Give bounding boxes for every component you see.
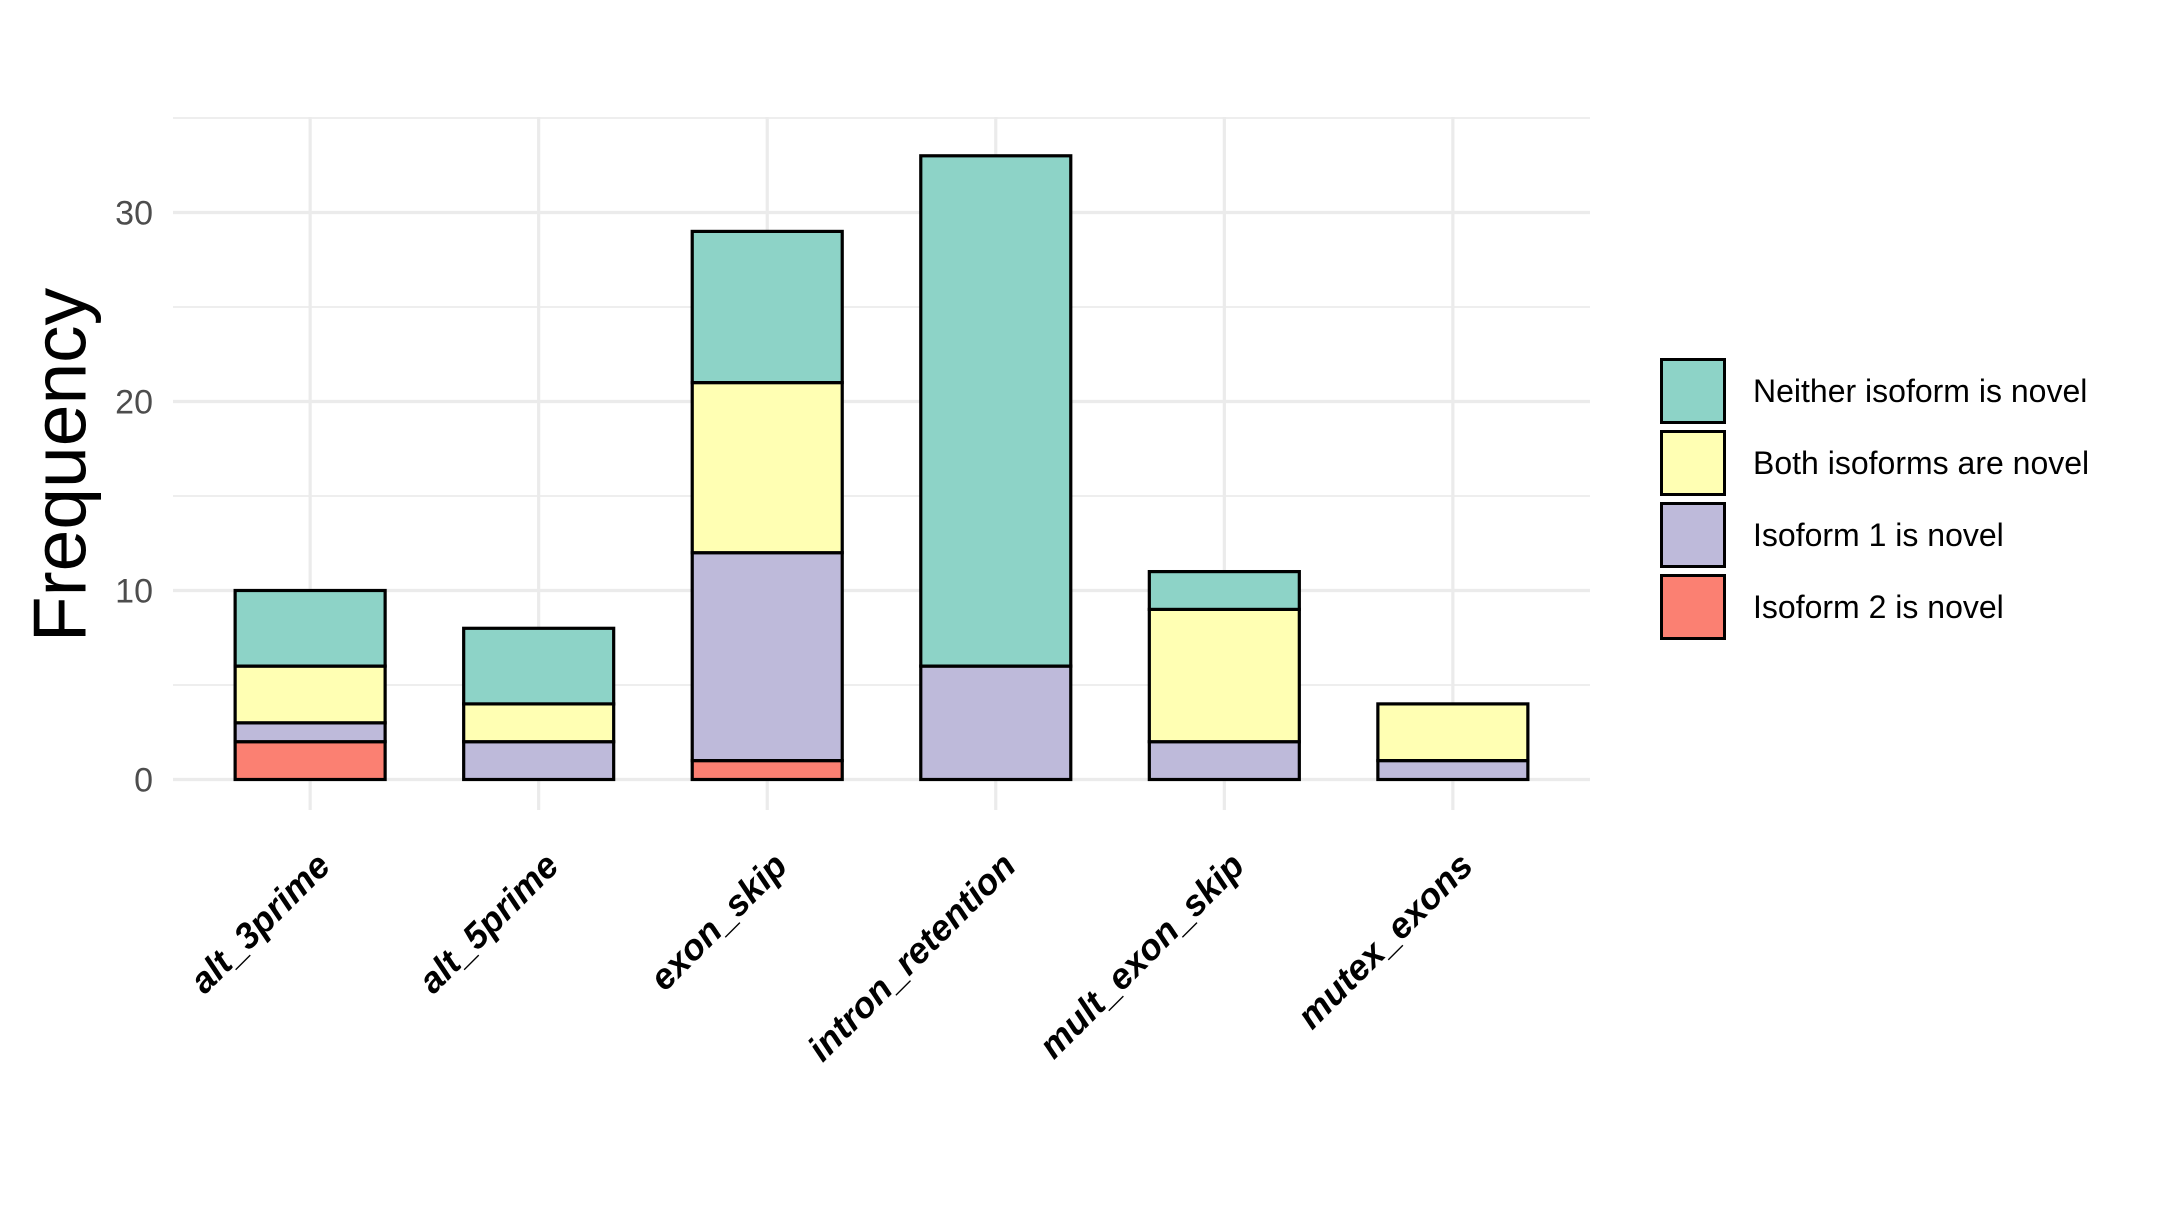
bar-segment-intron_retention bbox=[919, 154, 1073, 668]
x-tick-label: mult_exon_skip bbox=[1031, 845, 1252, 1066]
legend-swatch-neither bbox=[1660, 358, 1726, 424]
bar-segment-exon_skip bbox=[690, 758, 844, 782]
legend-item: Isoform 2 is novel bbox=[1660, 574, 2089, 640]
legend-label: Both isoforms are novel bbox=[1753, 444, 2090, 481]
y-tick-label: 30 bbox=[115, 195, 153, 233]
legend: Neither isoform is novel Both isoforms a… bbox=[1660, 358, 2089, 646]
legend-label: Isoform 1 is novel bbox=[1753, 516, 2004, 553]
x-tick-label: mutex_exons bbox=[1289, 845, 1481, 1037]
y-tick-label: 20 bbox=[115, 384, 153, 422]
bar-segment-alt_3prime bbox=[233, 721, 387, 744]
bar-segment-exon_skip bbox=[690, 381, 844, 555]
bar-segment-alt_3prime bbox=[233, 740, 387, 782]
x-tick-label: alt_3prime bbox=[181, 845, 337, 1001]
x-tick-label: exon_skip bbox=[641, 845, 795, 999]
bar-segment-mutex_exons bbox=[1376, 702, 1530, 763]
legend-label: Neither isoform is novel bbox=[1753, 372, 2088, 409]
bar-segment-mult_exon_skip bbox=[1147, 740, 1301, 782]
bar-segment-alt_5prime bbox=[462, 740, 616, 782]
bar-segment-alt_3prime bbox=[233, 588, 387, 668]
legend-item: Both isoforms are novel bbox=[1660, 430, 2089, 496]
bar-segment-mult_exon_skip bbox=[1147, 607, 1301, 744]
legend-label: Isoform 2 is novel bbox=[1753, 588, 2004, 625]
legend-item: Neither isoform is novel bbox=[1660, 358, 2089, 424]
bar-segment-alt_3prime bbox=[233, 664, 387, 725]
x-tick-label: alt_5prime bbox=[410, 845, 566, 1001]
bar-segment-mult_exon_skip bbox=[1147, 569, 1301, 611]
bar-segment-mutex_exons bbox=[1376, 758, 1530, 782]
y-tick-label: 10 bbox=[115, 573, 153, 611]
legend-swatch-both bbox=[1660, 430, 1726, 496]
y-axis-title: Frequency bbox=[17, 287, 102, 643]
bar-segment-exon_skip bbox=[690, 551, 844, 763]
legend-item: Isoform 1 is novel bbox=[1660, 502, 2089, 568]
x-tick-label: intron_retention bbox=[799, 845, 1023, 1069]
bar-segment-intron_retention bbox=[919, 664, 1073, 782]
bar-segment-exon_skip bbox=[690, 229, 844, 385]
bar-segment-alt_5prime bbox=[462, 702, 616, 744]
y-tick-label: 0 bbox=[134, 762, 153, 800]
legend-swatch-isoform1 bbox=[1660, 502, 1726, 568]
bar-segment-alt_5prime bbox=[462, 626, 616, 706]
legend-swatch-isoform2 bbox=[1660, 574, 1726, 640]
